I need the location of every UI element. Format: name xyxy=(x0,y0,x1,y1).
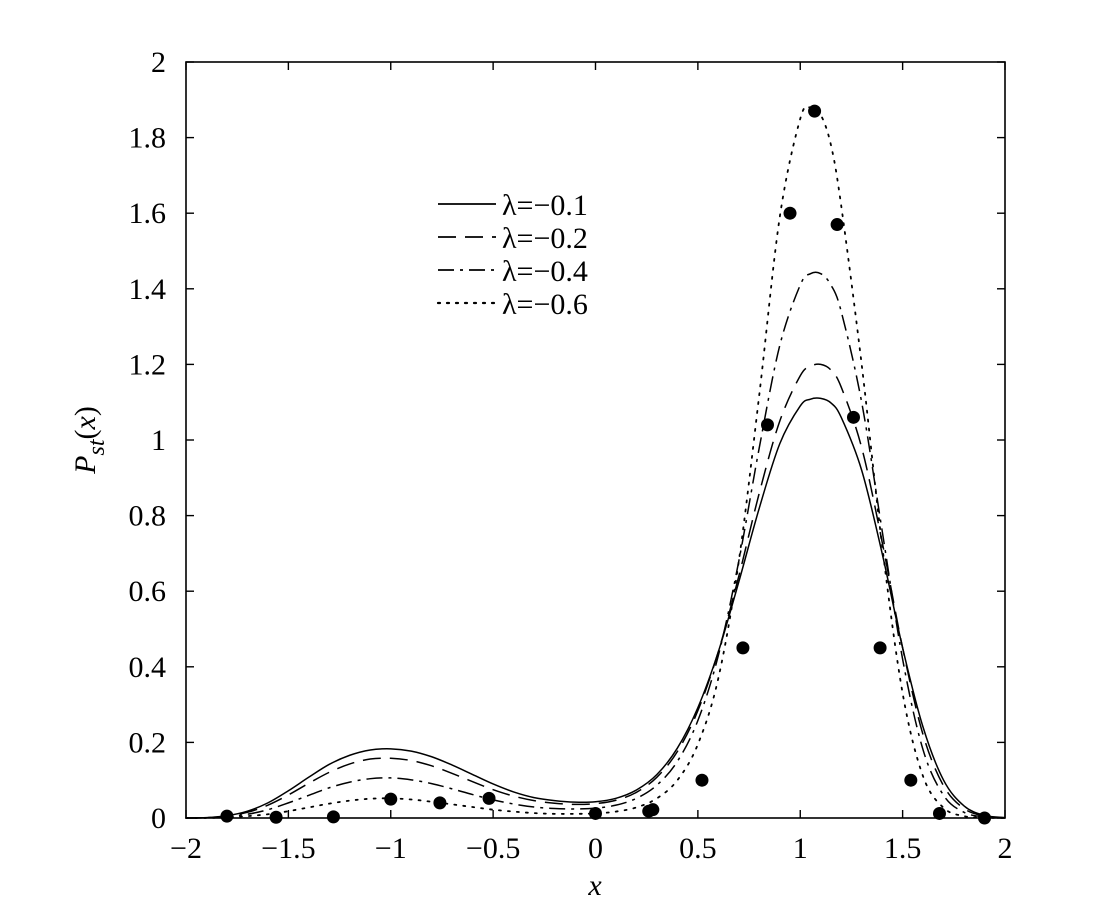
data-point-marker xyxy=(830,218,844,232)
data-point-marker xyxy=(760,418,774,432)
x-tick-label: 0 xyxy=(588,832,603,865)
plot-frame xyxy=(185,61,1006,819)
data-point-marker xyxy=(433,796,447,810)
x-tick-label: 2 xyxy=(998,832,1013,865)
legend-label-3: λ=−0.4 xyxy=(502,255,588,288)
x-tick-label: −1.5 xyxy=(261,832,315,865)
x-axis-title: x xyxy=(587,869,602,902)
x-tick-label: −0.5 xyxy=(466,832,520,865)
x-tick-label: −1 xyxy=(375,832,407,865)
legend-label-1: λ=−0.1 xyxy=(502,189,588,222)
y-tick-label: 2 xyxy=(151,46,166,79)
series-line-2 xyxy=(185,363,1006,819)
y-tick-label: 1 xyxy=(151,424,166,457)
legend-label-4: λ=−0.6 xyxy=(502,288,588,321)
series-line-4 xyxy=(185,105,1006,819)
data-point-marker xyxy=(736,641,750,655)
y-tick-label: 1.2 xyxy=(129,348,167,381)
legend-label-2: λ=−0.2 xyxy=(502,222,588,255)
data-point-marker xyxy=(220,809,234,823)
data-point-marker xyxy=(695,773,709,787)
y-tick-label: 1.8 xyxy=(129,122,167,155)
data-point-marker xyxy=(269,810,283,824)
y-tick-label: 1.6 xyxy=(129,197,167,230)
data-point-marker xyxy=(808,104,822,118)
x-tick-label: 0.5 xyxy=(679,832,717,865)
y-tick-label: 0.2 xyxy=(129,726,167,759)
y-tick-label: 1.4 xyxy=(129,273,167,306)
y-tick-label: 0.6 xyxy=(129,575,167,608)
x-tick-label: 1 xyxy=(793,832,808,865)
axis-ticks: −2 −1.5 −1 −0.5 0 0.5 1 1.5 2 0 0.2 0.4 0.6 0.8 1 1.2 1.… xyxy=(129,46,1013,865)
y-tick-label: 0.8 xyxy=(129,500,167,533)
data-point-marker xyxy=(783,206,797,220)
data-point-marker xyxy=(482,791,496,805)
svg-text:Pst(x): Pst(x) xyxy=(69,406,110,475)
data-point-marker xyxy=(932,806,946,820)
x-tick-label: −2 xyxy=(170,832,202,865)
series-curves xyxy=(185,105,1006,819)
series-line-1 xyxy=(185,397,1006,819)
x-tick-label: 1.5 xyxy=(884,832,922,865)
data-markers xyxy=(220,104,992,825)
legend: λ=−0.1λ=−0.2λ=−0.4λ=−0.6 xyxy=(436,189,588,321)
data-point-marker xyxy=(846,410,860,424)
y-tick-label: 0 xyxy=(151,802,166,835)
data-point-marker xyxy=(384,792,398,806)
data-point-marker xyxy=(978,811,992,825)
data-point-marker xyxy=(873,641,887,655)
data-point-marker xyxy=(326,810,340,824)
data-point-marker xyxy=(646,803,660,817)
y-tick-label: 0.4 xyxy=(129,651,167,684)
data-point-marker xyxy=(904,773,918,787)
y-axis-title: Pst(x) xyxy=(69,406,110,475)
data-point-marker xyxy=(589,806,602,820)
